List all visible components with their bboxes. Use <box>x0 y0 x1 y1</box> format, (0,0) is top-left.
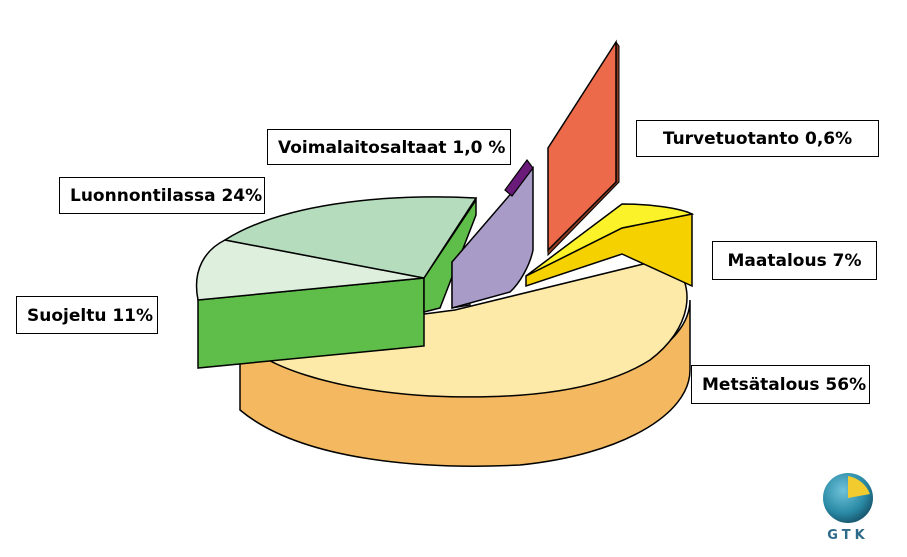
slice-metsatalous <box>238 257 691 467</box>
gtk-logo-text: GTK <box>827 528 869 543</box>
gtk-logo: GTK <box>818 470 878 550</box>
slice-turvetuotanto <box>547 39 620 257</box>
label-metsatalous: Metsätalous 56% <box>691 365 870 404</box>
slice-turvetuotanto-top <box>547 39 617 252</box>
slice-lavender <box>451 165 534 309</box>
label-voimalaitosaltaat: Voimalaitosaltaat 1,0 % <box>267 129 511 165</box>
globe-icon <box>823 473 873 523</box>
slice-voimalaitosaltaat <box>504 158 534 197</box>
slice-metsatalous-top <box>238 257 688 398</box>
label-luonnontilassa: Luonnontilassa 24% <box>59 177 265 214</box>
label-maatalous: Maatalous 7% <box>712 241 877 280</box>
slice-luonnontilassa-top <box>223 196 478 279</box>
slice-maatalous <box>525 203 695 288</box>
slice-maatalous-top <box>525 203 695 277</box>
label-turvetuotanto: Turvetuotanto 0,6% <box>636 120 879 157</box>
label-suojeltu: Suojeltu 11% <box>16 296 158 334</box>
slice-lavender-top <box>451 165 534 309</box>
